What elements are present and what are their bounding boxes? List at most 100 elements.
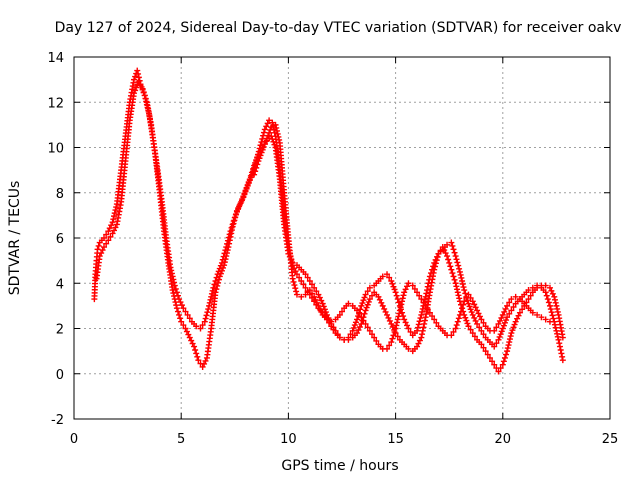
data-point bbox=[449, 270, 456, 277]
data-point bbox=[415, 340, 422, 347]
data-point bbox=[426, 309, 433, 316]
data-point bbox=[466, 303, 473, 310]
data-point bbox=[444, 253, 451, 260]
data-point bbox=[111, 227, 118, 234]
data-point bbox=[454, 286, 461, 293]
data-point bbox=[401, 316, 408, 323]
data-point bbox=[549, 312, 556, 319]
data-point bbox=[339, 308, 345, 315]
data-point bbox=[421, 320, 428, 327]
data-point bbox=[554, 308, 561, 315]
data-point bbox=[396, 310, 403, 317]
data-point bbox=[242, 187, 249, 194]
data-point bbox=[460, 301, 467, 308]
data-point bbox=[456, 295, 463, 302]
data-point bbox=[407, 328, 414, 335]
data-point bbox=[548, 287, 555, 294]
data-point bbox=[202, 315, 209, 322]
data-point bbox=[472, 317, 479, 324]
data-point bbox=[98, 250, 105, 257]
data-point bbox=[212, 289, 219, 296]
data-point bbox=[414, 289, 421, 296]
data-point bbox=[476, 313, 483, 320]
data-point bbox=[292, 285, 299, 292]
data-point bbox=[478, 341, 485, 348]
data-point bbox=[478, 316, 485, 323]
data-point bbox=[414, 343, 421, 350]
data-point bbox=[510, 304, 517, 311]
data-point bbox=[216, 273, 223, 280]
data-point bbox=[247, 172, 254, 179]
data-point bbox=[453, 283, 460, 290]
data-point bbox=[553, 327, 560, 334]
data-point bbox=[486, 354, 493, 361]
data-point bbox=[208, 290, 215, 297]
data-point bbox=[113, 204, 120, 211]
data-point bbox=[273, 127, 280, 134]
data-point bbox=[197, 325, 204, 332]
data-point bbox=[402, 319, 409, 326]
data-point bbox=[534, 311, 541, 318]
data-point bbox=[177, 315, 184, 322]
data-point bbox=[259, 146, 266, 153]
data-point bbox=[405, 280, 412, 287]
data-point bbox=[173, 302, 180, 309]
data-point bbox=[455, 292, 462, 299]
data-point bbox=[260, 143, 267, 150]
data-point bbox=[499, 311, 506, 318]
data-point bbox=[201, 360, 208, 367]
data-point bbox=[251, 171, 258, 178]
data-point bbox=[246, 176, 253, 183]
data-point bbox=[505, 342, 512, 349]
data-point bbox=[462, 314, 469, 321]
data-point bbox=[390, 283, 397, 290]
data-point bbox=[253, 164, 260, 171]
data-point bbox=[254, 161, 261, 168]
data-point bbox=[311, 284, 318, 291]
data-point bbox=[550, 315, 557, 322]
data-point bbox=[308, 290, 315, 297]
data-point bbox=[390, 332, 397, 339]
data-point bbox=[449, 242, 456, 249]
data-point bbox=[457, 271, 464, 278]
data-point bbox=[446, 259, 453, 266]
data-point bbox=[450, 273, 457, 280]
x-tick-label: 5 bbox=[177, 432, 185, 447]
data-point bbox=[422, 293, 429, 300]
data-point bbox=[467, 294, 474, 301]
data-point bbox=[261, 126, 268, 133]
data-point bbox=[454, 289, 461, 296]
data-point bbox=[176, 311, 183, 318]
data-point bbox=[95, 242, 102, 249]
data-point bbox=[459, 281, 466, 288]
data-point bbox=[180, 305, 187, 312]
data-point bbox=[193, 323, 200, 330]
data-point bbox=[557, 346, 564, 353]
data-point bbox=[464, 320, 471, 327]
data-point bbox=[364, 301, 371, 308]
data-point bbox=[194, 353, 201, 360]
data-point bbox=[456, 268, 463, 275]
y-tick-label: 12 bbox=[47, 96, 64, 111]
data-point bbox=[203, 312, 210, 319]
data-point bbox=[349, 327, 356, 334]
data-point bbox=[431, 259, 438, 266]
data-point bbox=[217, 270, 224, 277]
data-point bbox=[388, 339, 395, 346]
data-point bbox=[101, 244, 108, 251]
data-point bbox=[184, 311, 191, 318]
data-point bbox=[178, 318, 185, 325]
data-point bbox=[469, 298, 476, 305]
data-point bbox=[495, 368, 502, 375]
data-point bbox=[545, 299, 552, 306]
data-point bbox=[215, 276, 222, 283]
data-point bbox=[235, 204, 242, 211]
data-point bbox=[258, 149, 265, 156]
data-point bbox=[420, 299, 427, 306]
data-point bbox=[290, 278, 297, 285]
data-point bbox=[289, 275, 296, 282]
data-point bbox=[378, 299, 385, 306]
data-point bbox=[232, 214, 239, 221]
data-point bbox=[358, 302, 365, 309]
data-point bbox=[549, 290, 556, 297]
